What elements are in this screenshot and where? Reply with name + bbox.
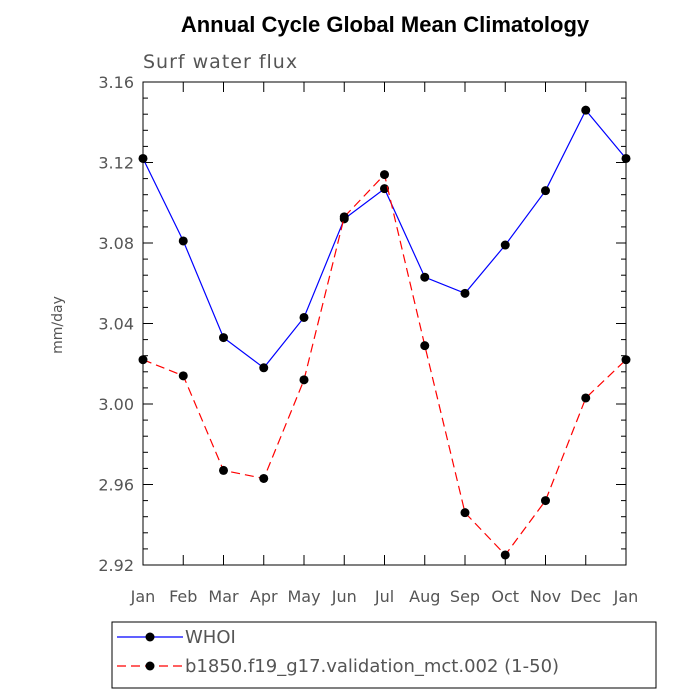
data-point [259, 473, 269, 483]
x-tick-label: May [287, 587, 320, 606]
chart-title: Annual Cycle Global Mean Climatology [181, 12, 590, 37]
data-point [500, 550, 510, 560]
axis-ticks: 2.92 2.96 3.00 3.04 3.08 3.12 3.16 Jan Feb Mar Apr… [98, 73, 638, 606]
y-tick-label: 3.08 [98, 234, 134, 253]
data-point [420, 341, 430, 351]
data-point [420, 272, 430, 282]
x-tick-label: Nov [530, 587, 561, 606]
x-tick-label: Apr [250, 587, 278, 606]
data-point [138, 153, 148, 163]
y-tick-label: 3.16 [98, 73, 134, 92]
plot-frame [142, 81, 627, 566]
data-point [460, 288, 470, 298]
series-1 [138, 105, 631, 373]
series-line [142, 173, 627, 556]
legend-marker [145, 632, 155, 642]
series-2 [138, 170, 631, 560]
x-tick-label: Feb [169, 587, 197, 606]
legend-box [111, 621, 657, 689]
x-tick-label: Aug [409, 587, 440, 606]
legend: WHOI b1850.f19_g17.validation_mct.002 (1-… [111, 621, 657, 689]
legend-item: WHOI [117, 627, 236, 648]
data-point [541, 186, 550, 196]
legend-label: b1850.f19_g17.validation_mct.002 (1-50) [185, 656, 559, 677]
legend-marker [145, 661, 155, 671]
y-tick-label: 3.04 [98, 315, 134, 334]
data-point [621, 355, 631, 365]
x-tick-label: Jan [130, 587, 156, 606]
x-tick-label: Oct [491, 587, 519, 606]
x-tick-label: Sep [450, 587, 480, 606]
data-point [581, 393, 591, 403]
data-point [138, 355, 148, 365]
data-point [219, 465, 228, 475]
series-line [142, 109, 627, 369]
data-point [178, 371, 188, 381]
data-point [259, 363, 269, 373]
data-point [460, 508, 470, 518]
data-point [541, 496, 550, 506]
data-point [178, 236, 188, 246]
data-point [380, 170, 389, 180]
data-point [299, 312, 309, 322]
y-tick-label: 3.00 [98, 395, 134, 414]
series-layer [138, 105, 631, 560]
chart-subtitle: Surf water flux [143, 51, 298, 73]
data-point [299, 375, 309, 385]
data-point [500, 240, 510, 250]
x-tick-label: Jun [331, 587, 357, 606]
data-point [581, 105, 591, 115]
y-tick-label: 2.96 [98, 476, 134, 495]
legend-item: b1850.f19_g17.validation_mct.002 (1-50) [117, 656, 559, 677]
y-tick-label: 3.12 [98, 154, 134, 173]
data-point [219, 333, 228, 343]
x-tick-label: Jul [374, 587, 394, 606]
data-point [621, 153, 631, 163]
x-tick-label: Dec [570, 587, 601, 606]
y-tick-label: 2.92 [98, 556, 134, 575]
x-tick-label: Mar [208, 587, 239, 606]
x-tick-label: Jan [613, 587, 639, 606]
y-axis-label: mm/day [50, 296, 66, 354]
data-point [339, 212, 349, 222]
legend-label: WHOI [185, 627, 236, 648]
